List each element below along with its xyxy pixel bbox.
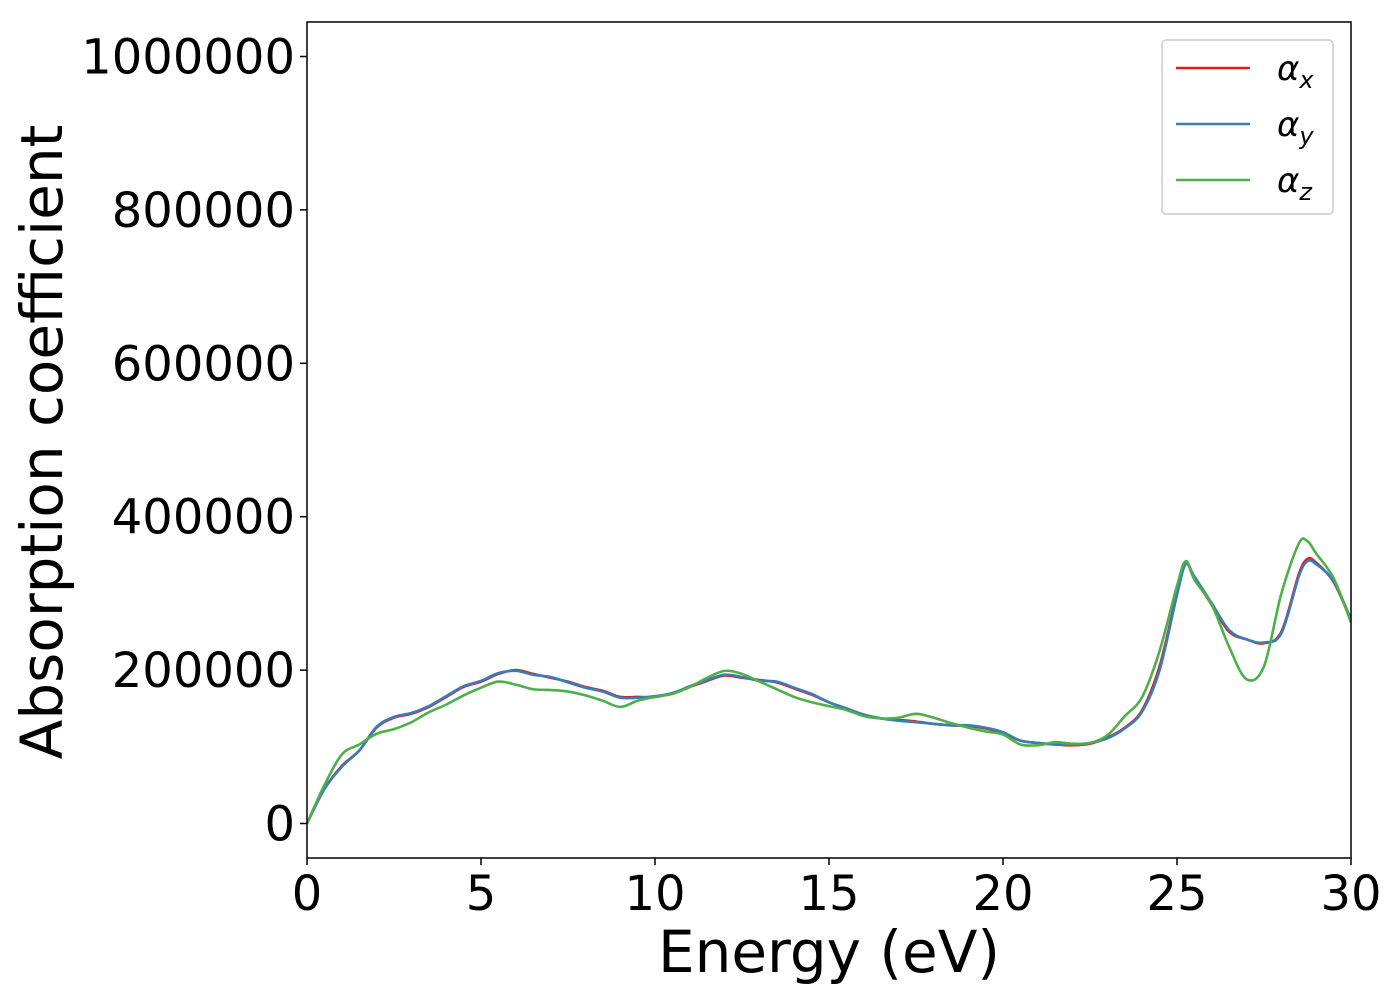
x-axis-ticks: 0 5 10 15 20 25 30 [292,858,1382,922]
x-tick-label: 15 [798,866,859,922]
x-tick-label: 25 [1146,866,1207,922]
series-line-x [307,556,1351,825]
x-tick-label: 0 [292,866,323,922]
x-axis-title: Energy (eV) [658,918,1000,986]
legend-label-z: αz [1277,161,1313,206]
x-tick-label: 10 [624,866,685,922]
plot-frame [306,21,1352,859]
y-axis-ticks: 0 200000 400000 600000 800000 1000000 [81,30,307,852]
plot-series [307,537,1351,825]
y-tick-label: 400000 [112,490,295,546]
y-tick-label: 800000 [112,183,295,239]
y-axis-title: Absorption coefficient [8,125,76,760]
y-tick-label: 1000000 [81,30,295,86]
legend-label-x: αx [1277,49,1314,94]
x-tick-label: 5 [466,866,497,922]
y-tick-label: 600000 [112,336,295,392]
legend-label-y: αy [1277,105,1314,150]
y-tick-label: 0 [264,796,295,852]
y-tick-label: 200000 [112,643,295,699]
series-line-y [307,559,1351,825]
legend: αx αy αz [1161,39,1334,215]
legend-box [1161,39,1334,215]
series-line-z [307,537,1351,825]
x-tick-label: 20 [972,866,1033,922]
x-tick-label: 30 [1320,866,1381,922]
legend-items: αx αy αz [1176,49,1314,206]
